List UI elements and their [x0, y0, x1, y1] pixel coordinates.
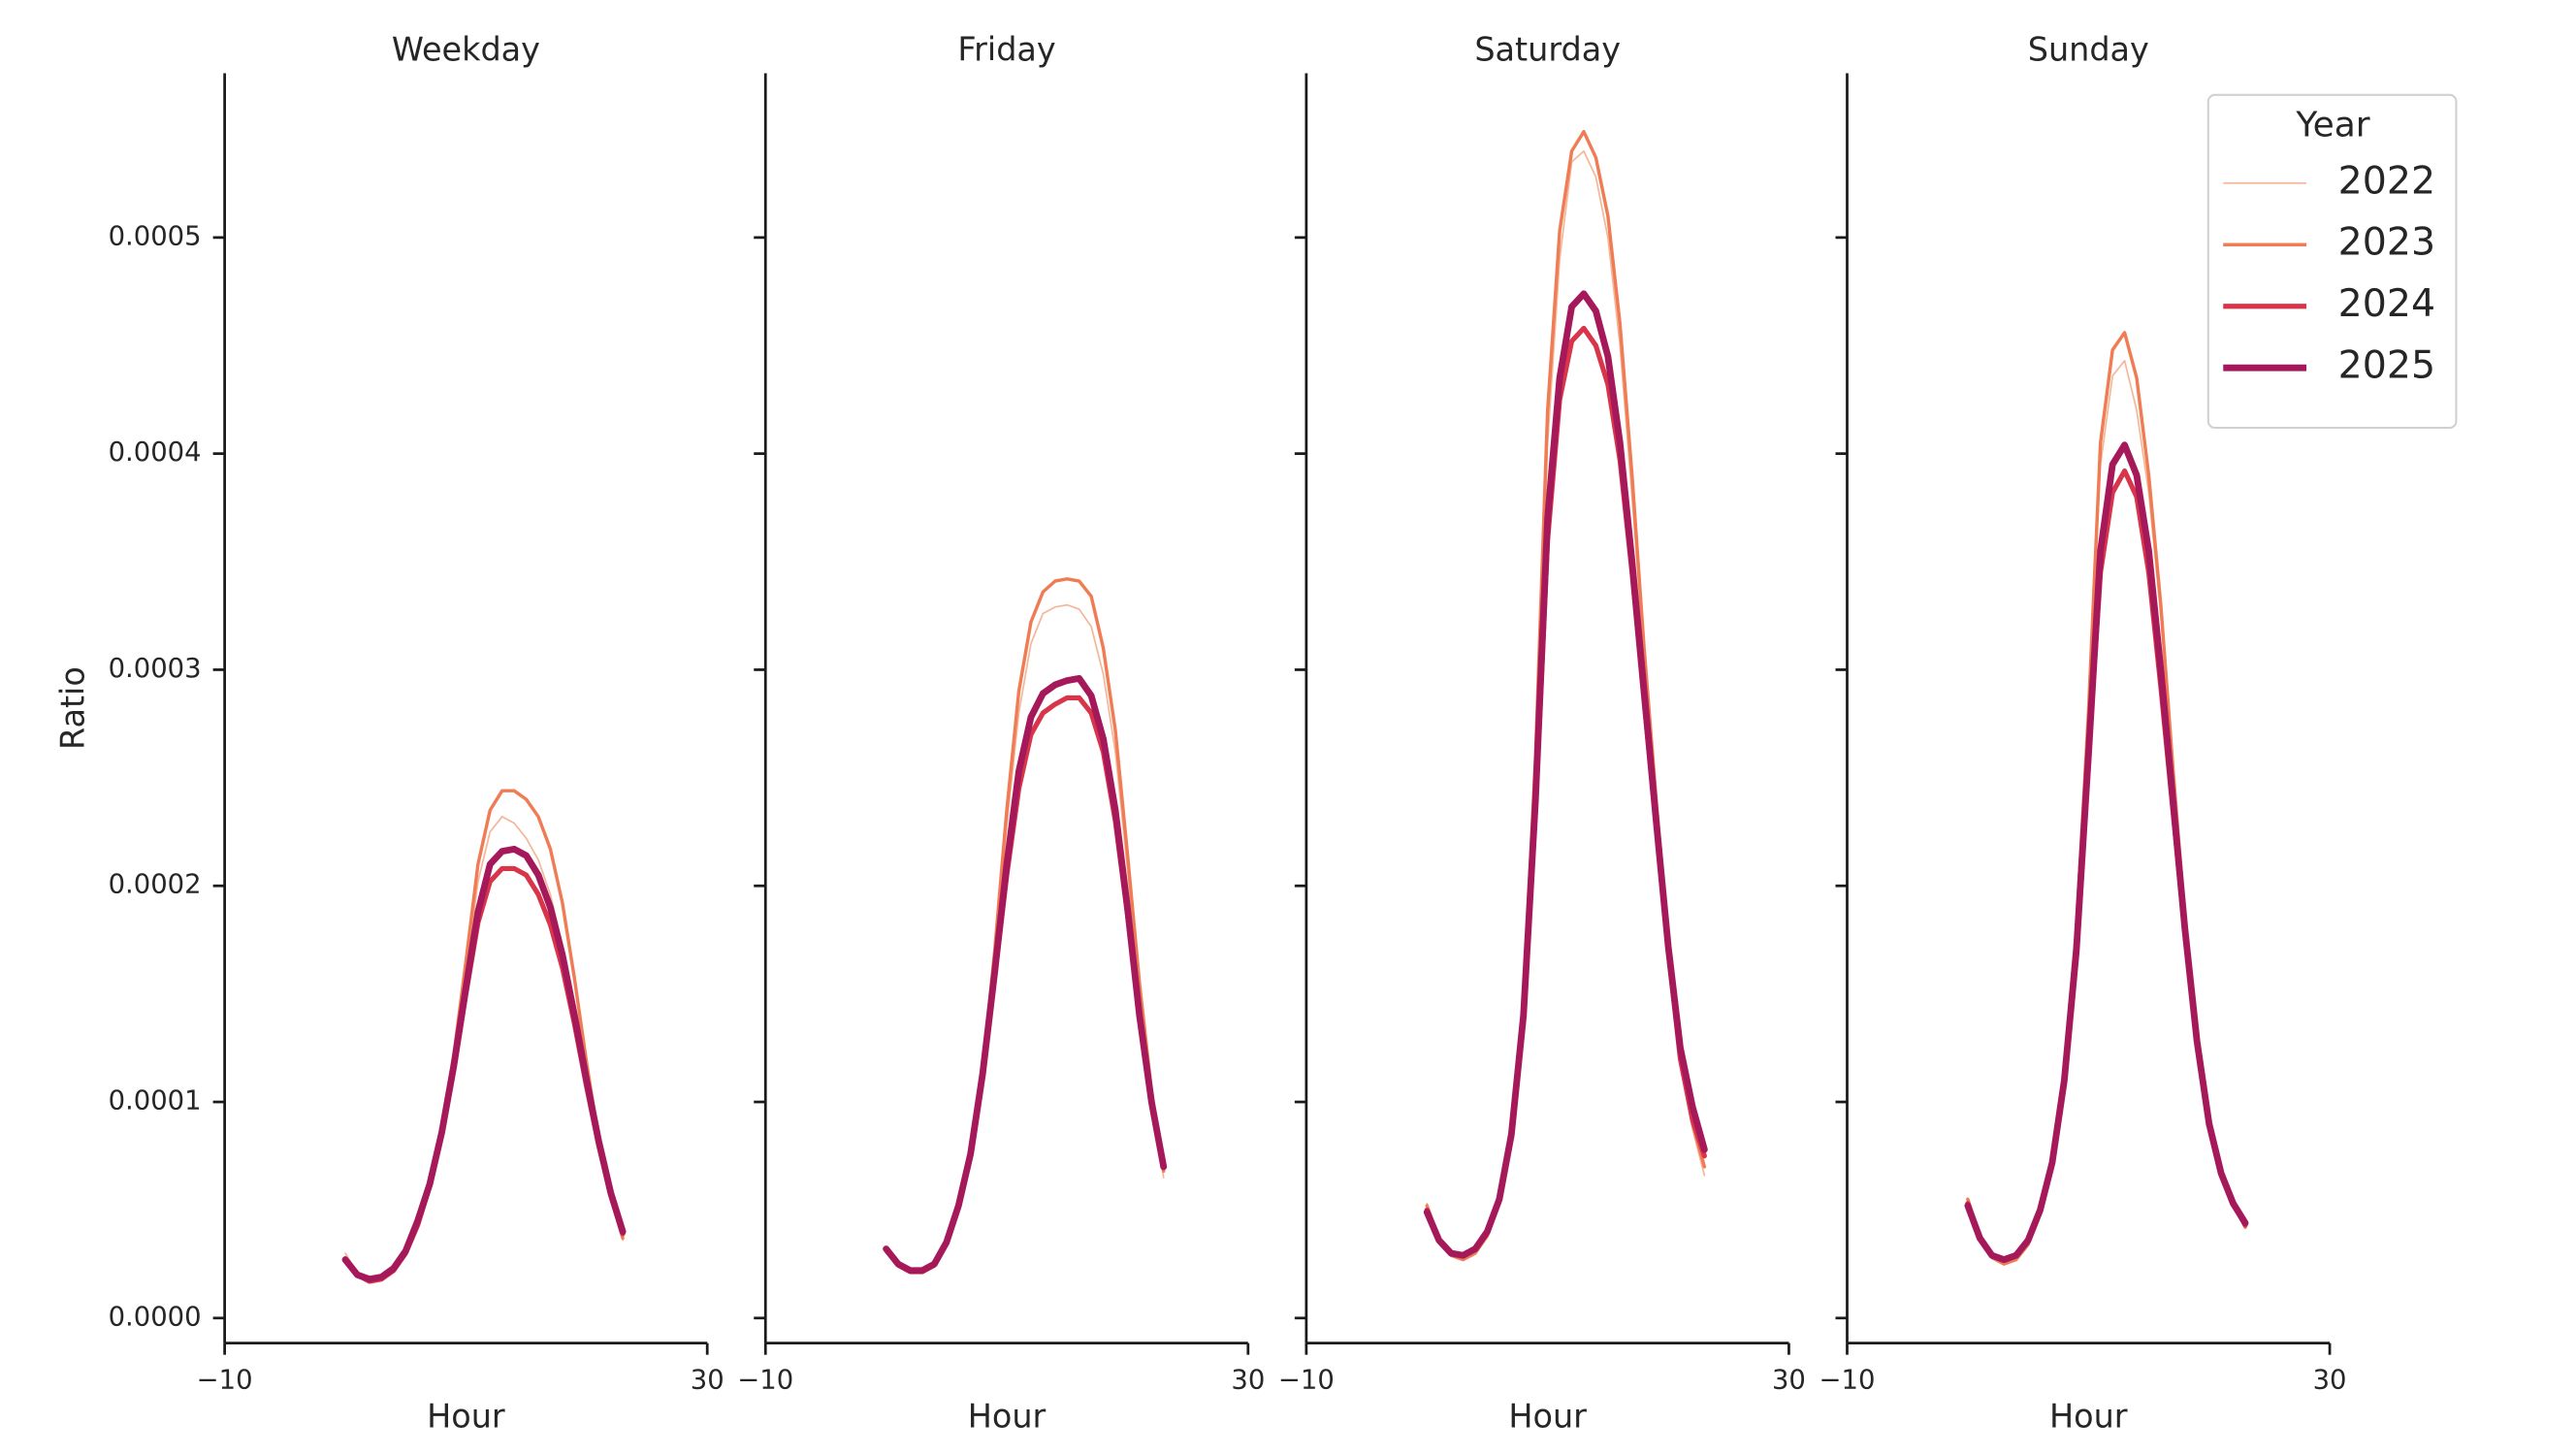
legend: Year 2022 2023 2024 2025: [2206, 93, 2458, 430]
x-tick-label: −10: [1819, 1366, 1876, 1396]
series-line: [342, 865, 626, 1284]
x-axis-label: Hour: [2049, 1397, 2128, 1435]
series-line: [1965, 468, 2248, 1263]
series-line: [1964, 441, 2249, 1264]
series-line: [1424, 325, 1707, 1258]
subplot-title: Weekday: [392, 31, 540, 69]
y-tick-label: 0.0002: [109, 870, 202, 900]
y-tick-label: 0.0003: [109, 654, 202, 684]
x-tick-label: −10: [737, 1366, 793, 1396]
series-line: [1425, 129, 1707, 1262]
x-tick-label: 30: [691, 1366, 724, 1396]
series-line: [1966, 331, 2247, 1266]
series-line: [1423, 290, 1708, 1259]
series-line: [885, 603, 1165, 1274]
y-tick-label: 0.0001: [109, 1086, 202, 1116]
legend-label: 2025: [2338, 343, 2435, 388]
x-tick-label: −10: [1278, 1366, 1335, 1396]
series-line: [1426, 149, 1706, 1261]
x-tick-label: −10: [197, 1366, 253, 1396]
x-axis-label: Hour: [427, 1397, 505, 1435]
x-tick-label: 30: [1231, 1366, 1265, 1396]
legend-label: 2024: [2338, 281, 2435, 326]
subplot-title: Sunday: [2028, 31, 2149, 69]
y-axis-label: Ratio: [54, 666, 92, 750]
x-axis-label: Hour: [968, 1397, 1046, 1435]
subplot-title: Saturday: [1474, 31, 1621, 69]
series-line: [883, 674, 1168, 1275]
y-tick-label: 0.0000: [109, 1302, 202, 1332]
legend-frame: [2206, 93, 2458, 430]
subplot-title: Friday: [957, 31, 1055, 69]
legend-label: 2022: [2338, 158, 2435, 203]
x-axis-label: Hour: [1508, 1397, 1587, 1435]
x-tick-label: 30: [1772, 1366, 1806, 1396]
y-tick-label: 0.0004: [109, 437, 202, 468]
x-tick-label: 30: [2313, 1366, 2347, 1396]
y-tick-label: 0.0005: [109, 221, 202, 251]
legend-title: Year: [2295, 105, 2369, 145]
legend-label: 2023: [2338, 220, 2435, 265]
series-line: [341, 845, 627, 1283]
